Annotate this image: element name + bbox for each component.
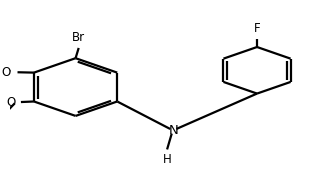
- Text: F: F: [254, 22, 260, 35]
- Text: Br: Br: [72, 31, 85, 44]
- Text: N: N: [168, 124, 178, 137]
- Text: H: H: [163, 153, 171, 166]
- Text: O: O: [6, 96, 15, 109]
- Text: O: O: [1, 66, 11, 79]
